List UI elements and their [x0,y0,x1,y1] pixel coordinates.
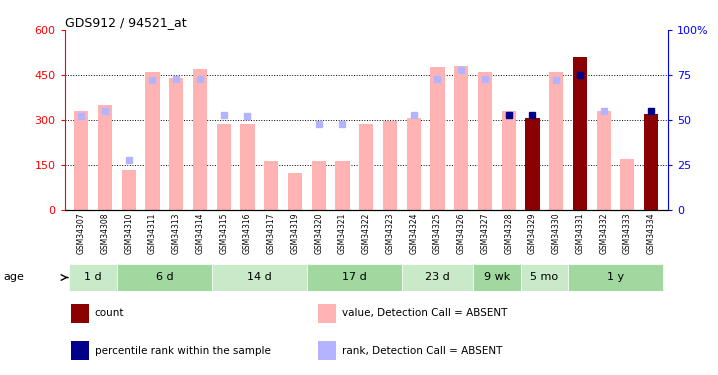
Bar [383,122,397,210]
Bar [70,304,89,322]
Text: GSM34313: GSM34313 [172,213,181,254]
Text: GSM34320: GSM34320 [314,213,323,254]
Bar [477,72,492,210]
Text: GSM34323: GSM34323 [386,213,394,254]
Text: GSM34329: GSM34329 [528,213,537,254]
Text: GSM34322: GSM34322 [362,213,370,254]
Text: GSM34326: GSM34326 [457,213,466,254]
Bar [241,124,255,210]
Text: GSM34315: GSM34315 [219,213,228,254]
Bar [502,111,516,210]
Bar [117,264,212,291]
Bar [121,170,136,210]
Bar [74,111,88,210]
Bar [454,66,468,210]
Bar [307,264,402,291]
Text: 14 d: 14 d [247,273,271,282]
Text: GSM34316: GSM34316 [243,213,252,254]
Text: GSM34321: GSM34321 [338,213,347,254]
Text: percentile rank within the sample: percentile rank within the sample [95,346,271,355]
Text: GSM34319: GSM34319 [291,213,299,254]
Bar [620,159,635,210]
Bar [335,160,350,210]
Bar [169,78,183,210]
Text: GSM34332: GSM34332 [599,213,608,254]
Text: GSM34331: GSM34331 [575,213,584,254]
Bar [521,264,568,291]
Text: GSM34308: GSM34308 [101,213,109,254]
Text: GSM34330: GSM34330 [551,213,561,254]
Text: GSM34311: GSM34311 [148,213,157,254]
Text: 1 y: 1 y [607,273,624,282]
Text: GSM34317: GSM34317 [266,213,276,254]
Bar [288,172,302,210]
Bar [359,124,373,210]
Bar [549,72,563,210]
Bar [264,160,279,210]
Bar [217,124,230,210]
Bar [70,264,117,291]
Text: GDS912 / 94521_at: GDS912 / 94521_at [65,16,186,29]
Text: 5 mo: 5 mo [530,273,559,282]
Bar [193,69,207,210]
Text: GSM34310: GSM34310 [124,213,134,254]
Bar [644,114,658,210]
Text: GSM34325: GSM34325 [433,213,442,254]
Text: GSM34333: GSM34333 [623,213,632,254]
Bar [318,341,336,360]
Bar [526,118,539,210]
Text: rank, Detection Call = ABSENT: rank, Detection Call = ABSENT [342,346,503,355]
Bar [473,264,521,291]
Bar [568,264,663,291]
Bar [70,341,89,360]
Text: 6 d: 6 d [156,273,173,282]
Text: GSM34334: GSM34334 [647,213,656,254]
Text: GSM34307: GSM34307 [77,213,85,254]
Bar [406,118,421,210]
Text: age: age [4,273,24,282]
Text: 1 d: 1 d [84,273,102,282]
Bar [212,264,307,291]
Bar [312,160,326,210]
Bar [526,118,539,210]
Text: 9 wk: 9 wk [484,273,510,282]
Bar [573,57,587,210]
Text: GSM34324: GSM34324 [409,213,418,254]
Bar [402,264,473,291]
Bar [644,114,658,210]
Bar [145,72,159,210]
Text: 23 d: 23 d [425,273,449,282]
Bar [597,111,611,210]
Text: GSM34314: GSM34314 [195,213,205,254]
Bar [430,68,444,210]
Bar [318,304,336,322]
Text: value, Detection Call = ABSENT: value, Detection Call = ABSENT [342,308,508,318]
Text: GSM34328: GSM34328 [504,213,513,254]
Text: GSM34327: GSM34327 [480,213,490,254]
Text: 17 d: 17 d [342,273,367,282]
Bar [98,105,112,210]
Text: count: count [95,308,124,318]
